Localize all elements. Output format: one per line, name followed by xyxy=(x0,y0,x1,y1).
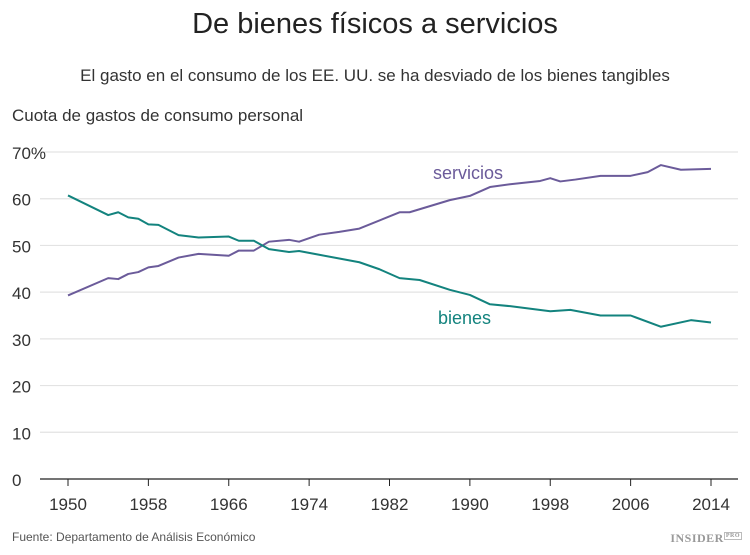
chart-title: De bienes físicos a servicios xyxy=(192,8,558,40)
source-note: Fuente: Departamento de Análisis Económi… xyxy=(12,530,256,544)
x-tick-label: 2014 xyxy=(692,495,730,514)
insider-pro-logo: INSIDER PRO xyxy=(670,531,742,545)
chart-subtitle: El gasto en el consumo de los EE. UU. se… xyxy=(80,66,670,85)
x-tick-label: 1974 xyxy=(290,495,328,514)
series-line-bienes xyxy=(67,194,712,328)
y-axis-label: Cuota de gastos de consumo personal xyxy=(12,106,304,125)
x-tick-label: 1966 xyxy=(210,495,248,514)
y-tick-label: 40 xyxy=(12,284,31,303)
series-label-servicios: servicios xyxy=(433,163,503,183)
x-tick-label: 2006 xyxy=(612,495,650,514)
x-tick-label: 1998 xyxy=(531,495,569,514)
y-tick-label: 10 xyxy=(12,424,31,443)
series-line-servicios xyxy=(67,164,712,297)
x-tick-label: 1990 xyxy=(451,495,489,514)
y-tick-label: 70% xyxy=(12,144,46,163)
series-label-bienes: bienes xyxy=(438,308,491,328)
x-tick-label: 1982 xyxy=(371,495,409,514)
y-tick-label: 50 xyxy=(12,237,31,256)
y-tick-label: 20 xyxy=(12,378,31,397)
y-tick-label: 0 xyxy=(12,471,21,490)
y-tick-label: 60 xyxy=(12,191,31,210)
x-tick-label: 1958 xyxy=(129,495,167,514)
x-tick-label: 1950 xyxy=(49,495,87,514)
y-tick-label: 30 xyxy=(12,331,31,350)
